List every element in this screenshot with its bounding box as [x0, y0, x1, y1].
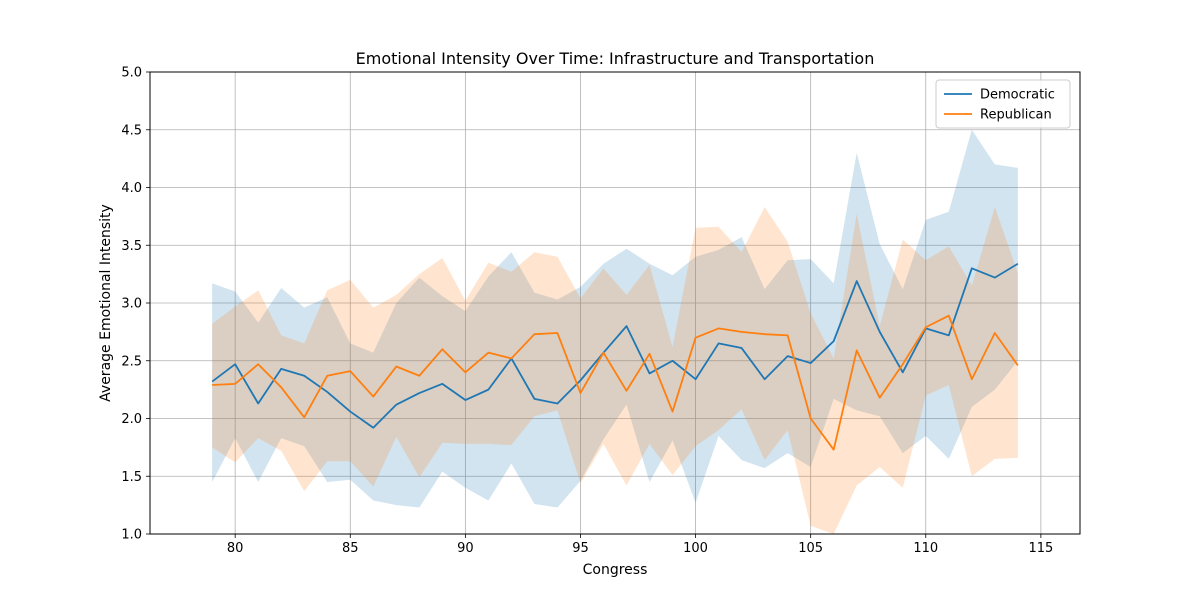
y-tick-label: 2.0 [121, 412, 142, 427]
y-tick-label: 2.5 [121, 354, 142, 369]
x-tick-label: 80 [227, 541, 244, 556]
x-tick-label: 110 [913, 541, 938, 556]
x-axis-ticks: 80 85 90 95 100 105 110 115 [227, 534, 1053, 556]
x-tick-label: 85 [342, 541, 359, 556]
y-tick-label: 4.0 [121, 181, 142, 196]
y-tick-label: 5.0 [121, 66, 142, 81]
y-tick-label: 3.0 [121, 297, 142, 312]
x-tick-label: 100 [683, 541, 708, 556]
legend: Democratic Republican [935, 79, 1071, 129]
democratic-confidence-band [212, 129, 1018, 508]
legend-label-democratic: Democratic [980, 88, 1055, 103]
x-axis-label: Congress [583, 562, 648, 578]
x-tick-label: 105 [798, 541, 823, 556]
x-tick-label: 95 [572, 541, 589, 556]
y-tick-label: 3.5 [121, 239, 142, 254]
republican-series-line [212, 314, 1019, 451]
x-tick-label: 115 [1028, 541, 1053, 556]
y-axis-label: Average Emotional Intensity [98, 204, 114, 402]
y-tick-label: 1.0 [121, 528, 142, 543]
chart-title: Emotional Intensity Over Time: Infrastru… [356, 49, 875, 68]
y-tick-label: 4.5 [121, 123, 142, 138]
series-lines [211, 262, 1019, 451]
y-tick-label: 1.5 [121, 470, 142, 485]
y-axis-ticks: 1.0 1.5 2.0 2.5 3.0 3.5 4.0 4.5 5.0 [121, 66, 150, 543]
x-tick-label: 90 [457, 541, 474, 556]
legend-box [935, 79, 1071, 129]
democratic-series-line [211, 262, 1019, 429]
legend-label-republican: Republican [980, 108, 1052, 123]
